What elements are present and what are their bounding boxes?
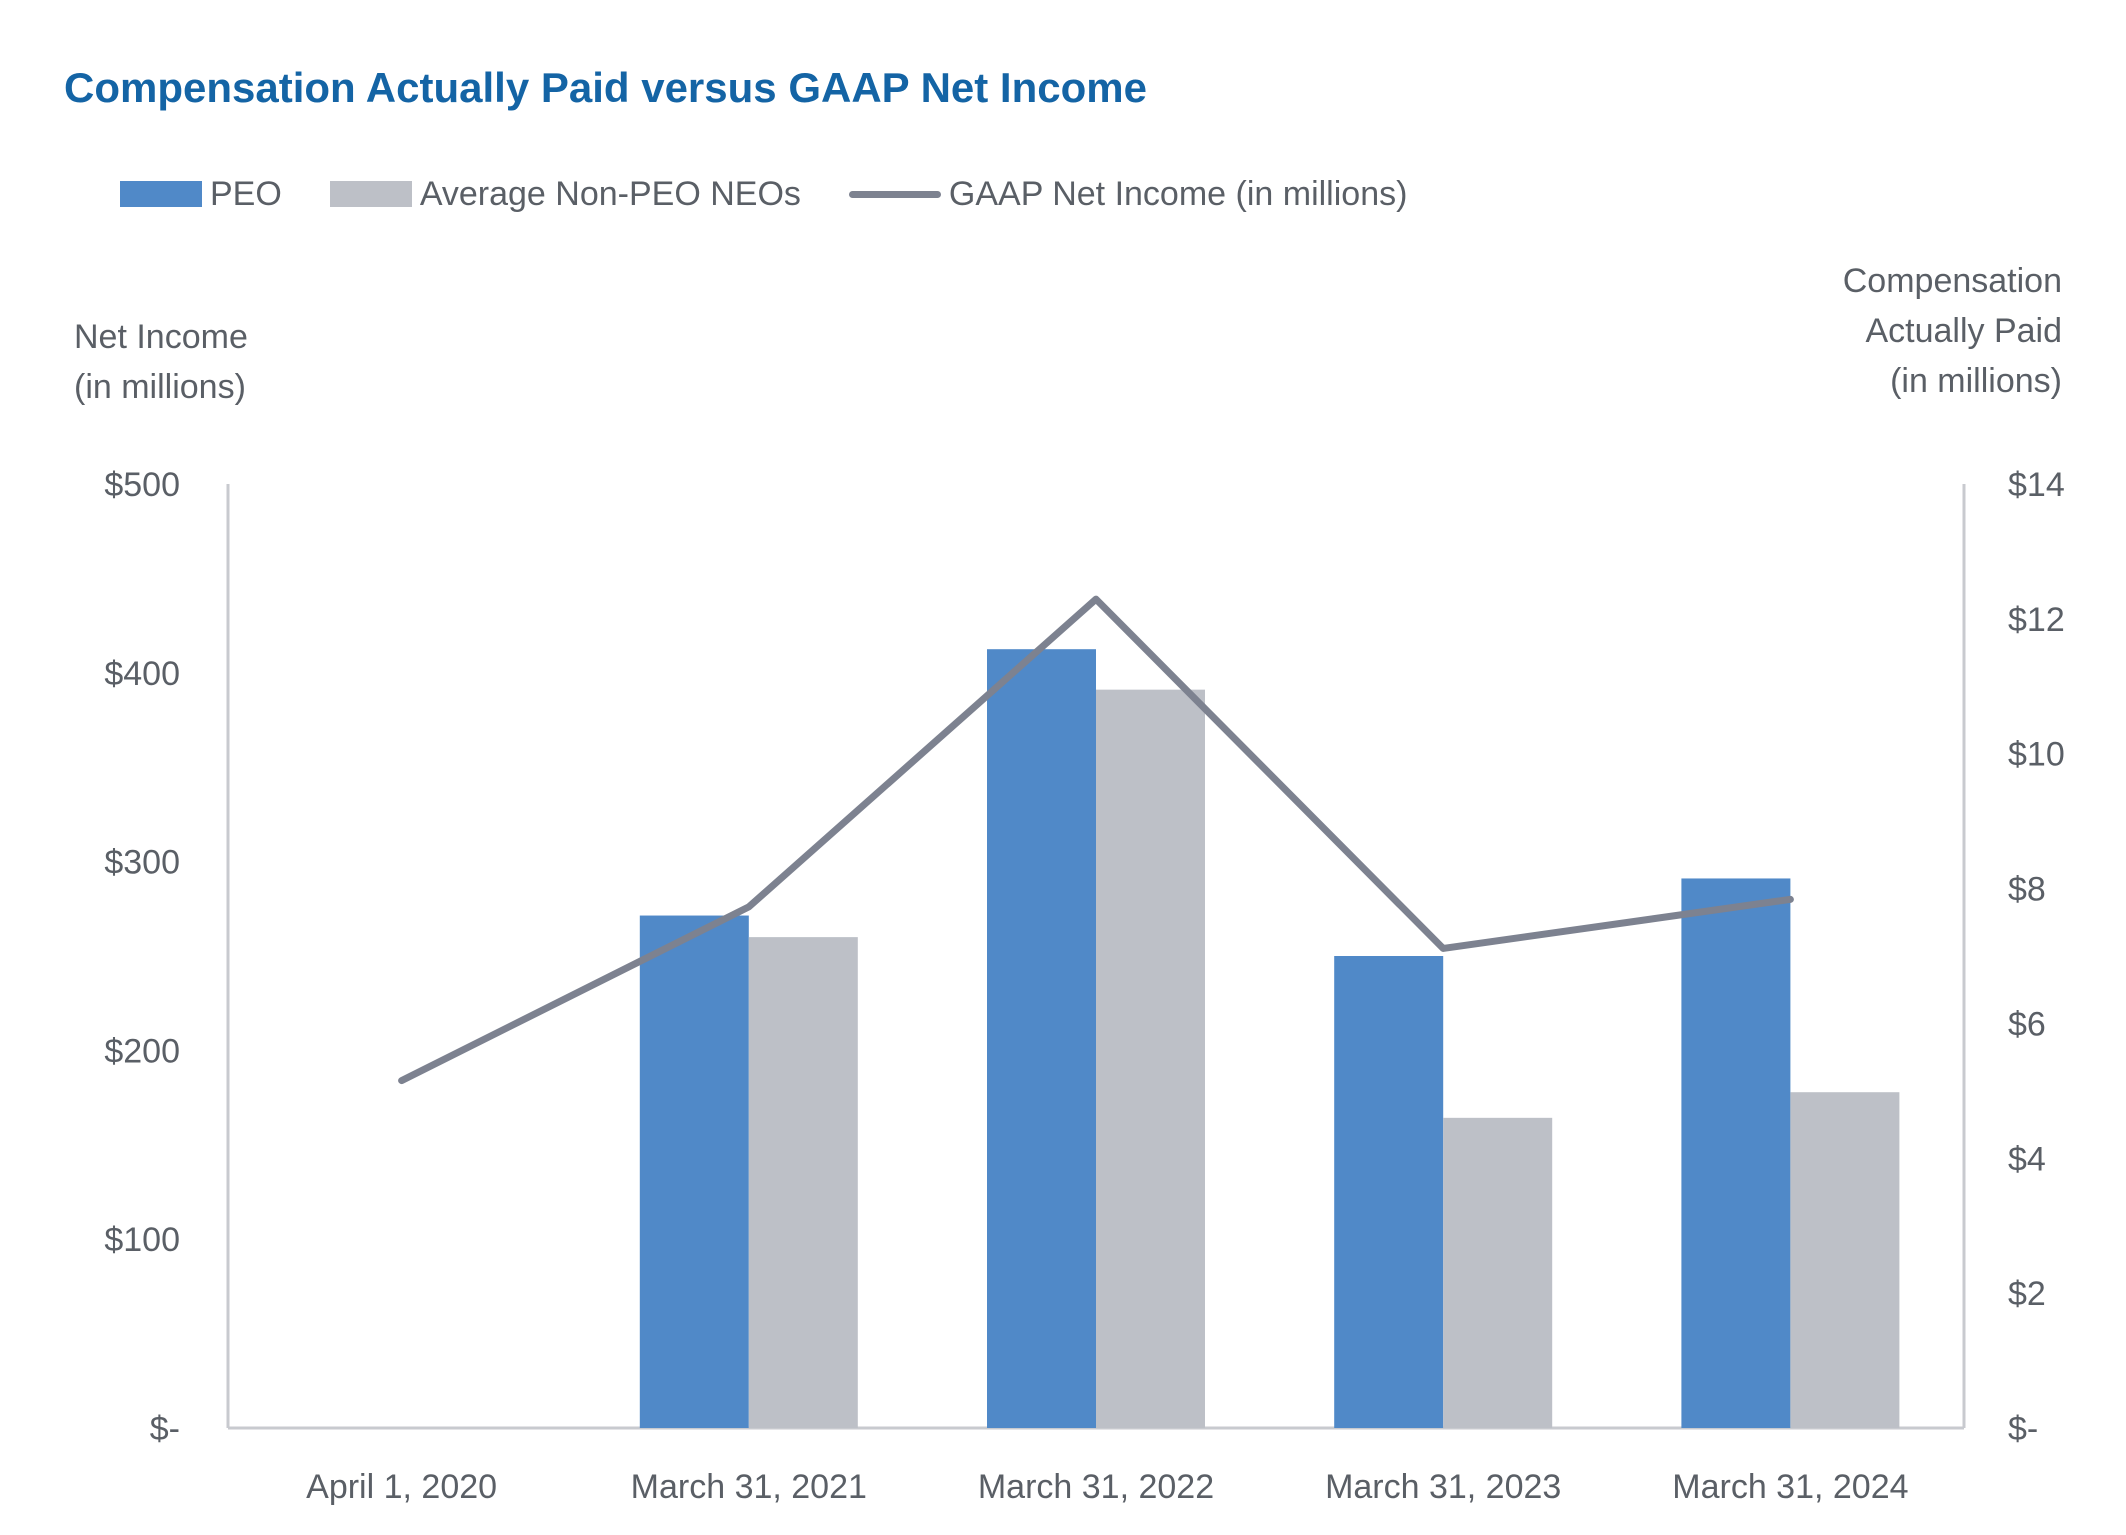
right-axis-tick-label: $4 xyxy=(2008,1140,2046,1178)
bar-non-peo xyxy=(748,937,858,1428)
bar-peo xyxy=(1334,956,1444,1428)
left-axis-tick-label: $300 xyxy=(104,844,180,882)
right-axis-title-line: Compensation xyxy=(1842,262,2062,300)
x-axis-tick-label: March 31, 2024 xyxy=(1672,1468,1908,1506)
right-axis-title-line: (in millions) xyxy=(1890,362,2062,400)
legend-label-peo: PEO xyxy=(210,174,282,213)
left-axis-title: Net Income (in millions) xyxy=(74,312,248,412)
left-axis-tick-label: $400 xyxy=(104,655,180,693)
left-axis-title-line: (in millions) xyxy=(74,368,246,406)
right-axis-tick-label: $- xyxy=(2008,1410,2038,1448)
legend-label-non-peo: Average Non-PEO NEOs xyxy=(419,174,801,213)
right-axis-tick-label: $14 xyxy=(2008,466,2065,504)
x-axis-tick-label: March 31, 2022 xyxy=(978,1468,1214,1506)
right-axis-tick-label: $12 xyxy=(2008,601,2065,639)
right-axis-title-line: Actually Paid xyxy=(1865,312,2062,350)
legend-swatch-non-peo xyxy=(329,181,412,207)
legend-swatch-peo xyxy=(120,181,202,207)
left-axis-tick-label: $200 xyxy=(104,1032,180,1070)
right-axis-tick-label: $10 xyxy=(2008,736,2065,774)
right-axis-title: Compensation Actually Paid (in millions) xyxy=(1843,256,2062,406)
left-axis-tick-label: $500 xyxy=(104,466,180,504)
left-axis-tick-label: $100 xyxy=(104,1221,180,1259)
bar-non-peo xyxy=(1096,689,1205,1428)
left-axis-title-line: Net Income xyxy=(74,318,248,356)
x-axis-tick-label: March 31, 2023 xyxy=(1325,1468,1561,1506)
right-axis-tick-label: $6 xyxy=(2008,1005,2046,1043)
bar-peo xyxy=(1681,878,1791,1428)
bar-non-peo xyxy=(1443,1117,1553,1428)
left-axis-tick-label: $- xyxy=(150,1410,180,1448)
chart-title: Compensation Actually Paid versus GAAP N… xyxy=(64,64,1147,111)
x-axis-tick-label: April 1, 2020 xyxy=(306,1468,497,1506)
legend-item-net-income: GAAP Net Income (in millions) xyxy=(848,174,1408,214)
legend-swatch-net-income xyxy=(848,190,941,198)
legend-item-peo: PEO xyxy=(120,175,282,214)
bar-peo xyxy=(639,915,749,1428)
legend-label-net-income: GAAP Net Income (in millions) xyxy=(948,174,1408,213)
bar-peo xyxy=(987,649,1096,1428)
right-axis-tick-label: $2 xyxy=(2008,1275,2046,1313)
right-axis-tick-label: $8 xyxy=(2008,871,2046,909)
legend: PEO Average Non-PEO NEOs GAAP Net Income… xyxy=(120,170,1455,218)
bar-non-peo xyxy=(1790,1092,1900,1428)
x-axis-tick-label: March 31, 2021 xyxy=(631,1468,867,1506)
legend-item-non-peo: Average Non-PEO NEOs xyxy=(329,174,801,214)
